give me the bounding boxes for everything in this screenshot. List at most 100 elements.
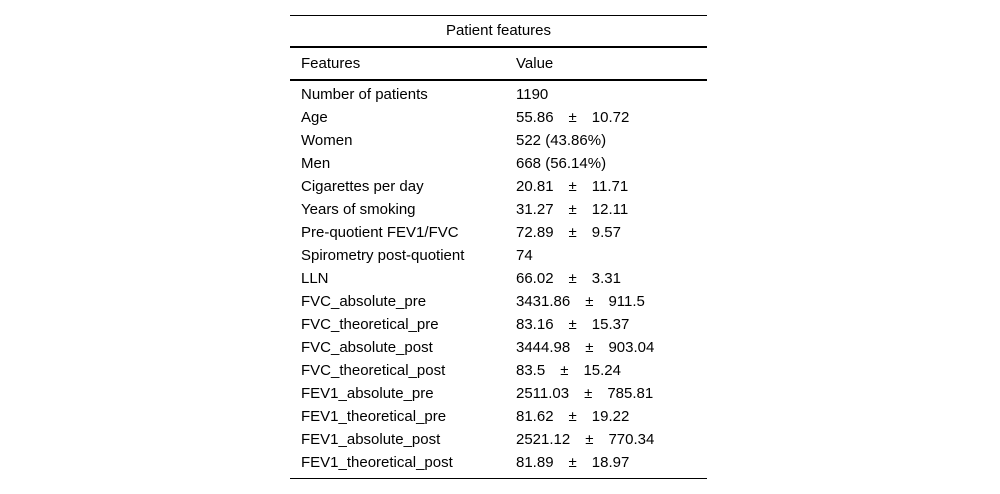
- feature-cell: Years of smoking: [301, 201, 416, 218]
- value-mean: 72.89: [516, 224, 554, 241]
- plus-minus-sign: ±: [568, 454, 577, 471]
- value-mean: 2511.03: [516, 385, 570, 402]
- value-cell: 2521.12 ±770.34: [516, 428, 707, 451]
- value-cell: 83.16 ±15.37: [516, 313, 707, 336]
- value-std: 911.5: [608, 293, 645, 310]
- table-row: FVC_theoretical_post 83.5 ±15.24: [290, 359, 707, 382]
- feature-cell: FEV1_theoretical_pre: [301, 408, 447, 425]
- value-std: 19.22: [591, 408, 630, 425]
- value-cell: 81.89 ±18.97: [516, 451, 707, 474]
- value-std: 10.72: [591, 109, 630, 126]
- table-row: FEV1_theoretical_pre 81.62 ±19.22: [290, 405, 707, 428]
- value-mean: 83.16: [516, 316, 554, 333]
- plus-minus-sign: ±: [568, 224, 577, 241]
- feature-cell: LLN: [301, 270, 329, 287]
- feature-cell: FEV1_absolute_pre: [301, 385, 434, 402]
- value-cell: 522 (43.86%): [516, 129, 707, 152]
- value-std: 12.11: [591, 201, 629, 218]
- header-value: Value: [516, 55, 554, 72]
- value-cell: 31.27 ±12.11: [516, 198, 707, 221]
- value-mean: 522 (43.86%): [516, 132, 607, 149]
- feature-cell: FVC_theoretical_pre: [301, 316, 439, 333]
- value-std: 3.31: [591, 270, 621, 287]
- value-std: 15.37: [591, 316, 630, 333]
- table-row: Cigarettes per day 20.81 ±11.71: [290, 175, 707, 198]
- value-cell: 55.86 ±10.72: [516, 106, 707, 129]
- feature-cell: FVC_theoretical_post: [301, 362, 446, 379]
- patient-features-table: Patient features Features Value Number o…: [290, 15, 707, 479]
- value-std: 11.71: [591, 178, 629, 195]
- value-cell: 83.5 ±15.24: [516, 359, 707, 382]
- value-cell: 72.89 ±9.57: [516, 221, 707, 244]
- plus-minus-sign: ±: [568, 408, 577, 425]
- value-mean: 31.27: [516, 201, 554, 218]
- table-row: FEV1_absolute_pre 2511.03 ±785.81: [290, 382, 707, 405]
- table-row: Spirometry post-quotient 74: [290, 244, 707, 267]
- plus-minus-sign: ±: [568, 109, 577, 126]
- value-std: 770.34: [608, 431, 655, 448]
- table-body: Number of patients 1190 Age 55.86 ±10.72 …: [290, 81, 707, 478]
- feature-cell: Cigarettes per day: [301, 178, 424, 195]
- value-mean: 55.86: [516, 109, 554, 126]
- value-cell: 2511.03 ±785.81: [516, 382, 707, 405]
- value-std: 18.97: [591, 454, 630, 471]
- plus-minus-sign: ±: [585, 293, 594, 310]
- plus-minus-sign: ±: [585, 339, 594, 356]
- value-std: 785.81: [607, 385, 654, 402]
- value-mean: 668 (56.14%): [516, 155, 607, 172]
- table-header-row: Features Value: [290, 48, 707, 81]
- value-mean: 3431.86: [516, 293, 571, 310]
- feature-cell: Men: [301, 155, 331, 172]
- value-mean: 3444.98: [516, 339, 571, 356]
- value-cell: 66.02 ±3.31: [516, 267, 707, 290]
- feature-cell: Pre-quotient FEV1/FVC: [301, 224, 459, 241]
- table-row: Number of patients 1190: [290, 83, 707, 106]
- value-mean: 20.81: [516, 178, 554, 195]
- value-mean: 83.5: [516, 362, 546, 379]
- feature-cell: FVC_absolute_post: [301, 339, 433, 356]
- value-cell: 1190: [516, 83, 707, 106]
- value-cell: 3444.98 ±903.04: [516, 336, 707, 359]
- table-row: Years of smoking 31.27 ±12.11: [290, 198, 707, 221]
- table-row: Men 668 (56.14%): [290, 152, 707, 175]
- plus-minus-sign: ±: [568, 270, 577, 287]
- value-cell: 20.81 ±11.71: [516, 175, 707, 198]
- feature-cell: Number of patients: [301, 86, 428, 103]
- value-mean: 81.89: [516, 454, 554, 471]
- value-cell: 81.62 ±19.22: [516, 405, 707, 428]
- table-row: Pre-quotient FEV1/FVC 72.89 ±9.57: [290, 221, 707, 244]
- value-std: 903.04: [608, 339, 655, 356]
- plus-minus-sign: ±: [585, 431, 594, 448]
- value-mean: 81.62: [516, 408, 554, 425]
- table-row: FVC_theoretical_pre 83.16 ±15.37: [290, 313, 707, 336]
- value-mean: 2521.12: [516, 431, 571, 448]
- value-mean: 66.02: [516, 270, 554, 287]
- value-std: 15.24: [583, 362, 621, 379]
- table-row: Women 522 (43.86%): [290, 129, 707, 152]
- plus-minus-sign: ±: [568, 316, 577, 333]
- value-mean: 1190: [516, 86, 549, 103]
- table-row: FVC_absolute_pre 3431.86 ±911.5: [290, 290, 707, 313]
- table-row: FEV1_absolute_post 2521.12 ±770.34: [290, 428, 707, 451]
- plus-minus-sign: ±: [584, 385, 593, 402]
- feature-cell: FVC_absolute_pre: [301, 293, 427, 310]
- table-title: Patient features: [290, 16, 707, 48]
- value-std: 9.57: [591, 224, 621, 241]
- table-row: LLN 66.02 ±3.31: [290, 267, 707, 290]
- header-features: Features: [301, 55, 361, 72]
- feature-cell: Spirometry post-quotient: [301, 247, 465, 264]
- value-cell: 74: [516, 244, 707, 267]
- feature-cell: FEV1_theoretical_post: [301, 454, 453, 471]
- feature-cell: Women: [301, 132, 353, 149]
- table-row: FEV1_theoretical_post 81.89 ±18.97: [290, 451, 707, 474]
- table-row: FVC_absolute_post 3444.98 ±903.04: [290, 336, 707, 359]
- feature-cell: FEV1_absolute_post: [301, 431, 441, 448]
- plus-minus-sign: ±: [560, 362, 569, 379]
- value-mean: 74: [516, 247, 533, 264]
- feature-cell: Age: [301, 109, 328, 126]
- value-cell: 668 (56.14%): [516, 152, 707, 175]
- plus-minus-sign: ±: [568, 201, 577, 218]
- table-row: Age 55.86 ±10.72: [290, 106, 707, 129]
- value-cell: 3431.86 ±911.5: [516, 290, 707, 313]
- plus-minus-sign: ±: [568, 178, 577, 195]
